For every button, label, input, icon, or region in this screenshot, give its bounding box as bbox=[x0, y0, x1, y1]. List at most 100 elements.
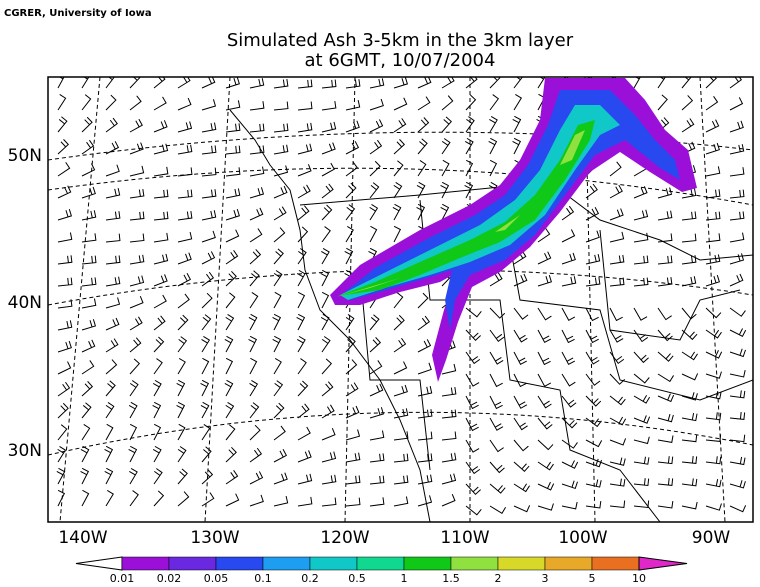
wind-barb bbox=[201, 492, 215, 507]
wind-barb bbox=[153, 315, 166, 331]
wind-barb bbox=[296, 313, 306, 331]
wind-barb bbox=[441, 431, 457, 441]
wind-barb bbox=[465, 77, 478, 89]
wind-barb bbox=[177, 211, 193, 221]
wind-barb bbox=[609, 373, 626, 385]
wind-barb bbox=[393, 77, 409, 89]
wind-barb bbox=[561, 252, 576, 265]
wind-barb bbox=[273, 165, 289, 177]
credit: CGRER, University of Iowa bbox=[4, 8, 152, 19]
wind-barb bbox=[129, 358, 141, 375]
wind-barb bbox=[585, 458, 603, 468]
wind-barb bbox=[561, 205, 575, 221]
wind-barb bbox=[465, 373, 480, 387]
wind-barb bbox=[465, 351, 481, 365]
wind-barb bbox=[681, 276, 697, 287]
colorbar-label: 1 bbox=[401, 572, 408, 585]
wind-barb bbox=[417, 362, 432, 375]
wind-barb bbox=[392, 203, 402, 221]
wind-barb bbox=[369, 360, 383, 375]
wind-barb bbox=[57, 209, 73, 221]
wind-barb bbox=[129, 95, 142, 111]
wind-barb bbox=[537, 373, 552, 387]
wind-barb bbox=[537, 417, 553, 430]
wind-barb bbox=[176, 379, 186, 397]
wind-barb bbox=[105, 94, 117, 111]
wind-barb bbox=[249, 207, 264, 221]
wind-barb bbox=[369, 182, 380, 199]
wind-barb bbox=[729, 456, 746, 466]
wind-barb bbox=[609, 184, 623, 199]
wind-barb bbox=[177, 167, 193, 177]
lon-label: 120W bbox=[320, 528, 369, 548]
wind-barb bbox=[489, 483, 506, 494]
ash-plume bbox=[330, 78, 697, 382]
wind-barb bbox=[633, 277, 649, 287]
wind-barb bbox=[513, 395, 528, 409]
wind-barb bbox=[345, 100, 361, 111]
wind-barb bbox=[657, 255, 673, 265]
wind-barb bbox=[80, 467, 90, 485]
lon-label: 130W bbox=[190, 528, 239, 548]
wind-barb bbox=[225, 357, 234, 375]
subtitle: at 6GMT, 10/07/2004 bbox=[305, 50, 496, 71]
wind-barb bbox=[633, 186, 648, 199]
wind-barb bbox=[344, 247, 354, 265]
wind-barb bbox=[153, 423, 162, 441]
lat-labels: 50N 40N 30N bbox=[8, 146, 42, 461]
wind-barb bbox=[657, 373, 675, 383]
wind-barb bbox=[369, 314, 380, 331]
wind-barb bbox=[537, 275, 552, 287]
wind-barb bbox=[272, 335, 282, 353]
wind-barb bbox=[81, 424, 91, 441]
wind-barb bbox=[369, 475, 385, 485]
wind-barb bbox=[464, 137, 474, 155]
wind-barb bbox=[489, 329, 505, 342]
wind-barb bbox=[729, 307, 746, 317]
wind-barb bbox=[105, 297, 121, 309]
wind-barb bbox=[585, 373, 601, 386]
wind-barb bbox=[321, 247, 330, 265]
wind-barb bbox=[633, 209, 649, 221]
wind-barb bbox=[153, 189, 169, 199]
wind-barb bbox=[561, 329, 575, 344]
wind-barb bbox=[105, 188, 121, 199]
wind-barb bbox=[489, 505, 507, 514]
wind-barb bbox=[729, 232, 745, 243]
wind-barb bbox=[681, 501, 698, 510]
wind-barb bbox=[657, 233, 673, 243]
wind-barb bbox=[153, 232, 169, 243]
wind-barb bbox=[201, 292, 213, 309]
wind-barb bbox=[153, 294, 167, 309]
wind-barb bbox=[417, 453, 433, 463]
colorbar-label: 0.5 bbox=[348, 572, 366, 585]
wind-barb bbox=[561, 395, 577, 408]
wind-barb bbox=[441, 159, 450, 177]
wind-barb bbox=[297, 205, 310, 221]
lon-label: 140W bbox=[58, 528, 107, 548]
wind-barb bbox=[57, 489, 66, 507]
wind-barb bbox=[513, 461, 530, 473]
colorbar-bin bbox=[121, 556, 170, 571]
wind-barb bbox=[681, 255, 697, 265]
wind-barb bbox=[345, 225, 354, 243]
wind-barb bbox=[129, 316, 143, 331]
wind-barb bbox=[320, 313, 330, 331]
wind-barb bbox=[585, 500, 602, 509]
wind-barb bbox=[152, 401, 162, 419]
wind-barb bbox=[369, 160, 381, 177]
wind-barb bbox=[393, 431, 409, 441]
wind-barb bbox=[57, 381, 71, 397]
map-frame bbox=[47, 76, 754, 523]
wind-barb bbox=[369, 225, 378, 243]
wind-barb bbox=[441, 473, 457, 485]
wind-barb bbox=[249, 402, 260, 419]
wind-barb bbox=[57, 94, 67, 111]
wind-barb bbox=[441, 409, 457, 419]
wind-barb bbox=[153, 336, 165, 353]
wind-barb bbox=[464, 181, 474, 199]
wind-barb bbox=[489, 395, 503, 410]
wind-barb bbox=[201, 145, 217, 155]
wind-barb bbox=[200, 401, 210, 419]
